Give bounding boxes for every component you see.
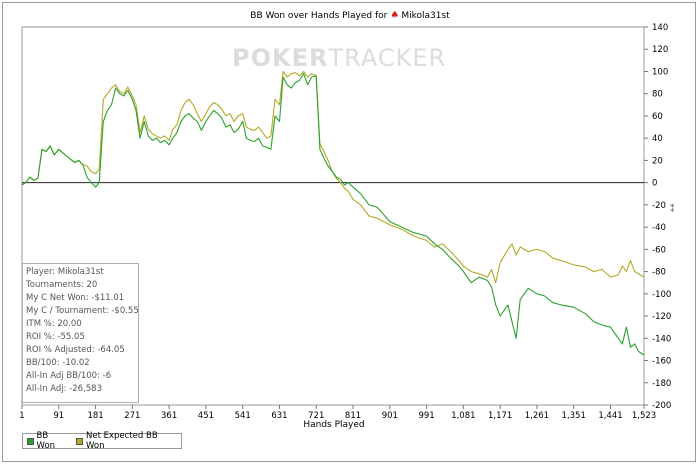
chart-menu-icon[interactable]: ⁑ [670, 205, 675, 215]
stat-line: ROI % Adjusted: -64.05 [26, 344, 138, 357]
stat-line: ITM %: 20.00 [26, 318, 138, 331]
stat-line: Player: Mikola31st [26, 266, 138, 279]
series-line-net-expected [22, 72, 644, 283]
stats-box: Player: Mikola31st Tournaments: 20 My C … [22, 263, 139, 403]
legend-swatch [27, 438, 34, 445]
y-tick-label: 0 [652, 179, 657, 189]
legend: BB Won Net Expected BB Won [22, 433, 182, 449]
legend-swatch [76, 438, 83, 445]
legend-item-net-expected[interactable]: Net Expected BB Won [76, 431, 171, 451]
stat-line: All-In Adj BB/100: -6 [26, 370, 138, 383]
y-tick-label: -100 [652, 290, 671, 300]
stat-line: Tournaments: 20 [26, 279, 138, 292]
y-tick-label: 100 [652, 67, 668, 77]
y-tick-label: -40 [652, 223, 666, 233]
y-tick-label: 40 [652, 134, 663, 144]
stat-line: BB/100: -10.02 [26, 357, 138, 370]
stat-line: My C / Tournament: -$0.55 [26, 305, 138, 318]
y-tick-label: -140 [652, 334, 671, 344]
y-tick-label: 20 [652, 156, 663, 166]
y-tick-label: -200 [652, 401, 671, 411]
stat-line: My C Net Won: -$11.01 [26, 292, 138, 305]
y-tick-label: 140 [652, 23, 668, 33]
y-tick-label: -80 [652, 268, 666, 278]
y-tick-label: -160 [652, 357, 671, 367]
y-tick-label: 60 [652, 112, 663, 122]
y-tick-label: -180 [652, 379, 671, 389]
x-axis-label: Hands Played [0, 420, 668, 430]
y-tick-label: 120 [652, 45, 668, 55]
legend-label: Net Expected BB Won [86, 431, 171, 451]
y-tick-label: 80 [652, 90, 663, 100]
y-tick-label: -60 [652, 245, 666, 255]
legend-label: BB Won [37, 431, 67, 451]
stat-line: All-In Adj: -26,583 [26, 383, 138, 396]
y-tick-label: -120 [652, 312, 671, 322]
legend-item-bb-won[interactable]: BB Won [27, 431, 66, 451]
stat-line: ROI %: -55.05 [26, 331, 138, 344]
y-tick-label: -20 [652, 201, 666, 211]
